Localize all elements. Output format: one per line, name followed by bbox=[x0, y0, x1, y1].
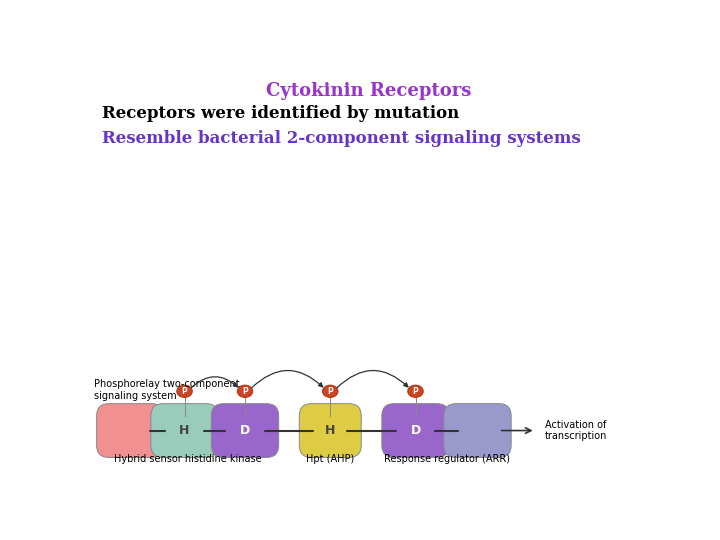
Text: Hybrid sensor histidine kinase: Hybrid sensor histidine kinase bbox=[114, 455, 261, 464]
FancyBboxPatch shape bbox=[151, 403, 218, 457]
FancyBboxPatch shape bbox=[96, 403, 164, 457]
Text: P: P bbox=[328, 387, 333, 396]
Text: D: D bbox=[240, 424, 250, 437]
FancyBboxPatch shape bbox=[444, 403, 511, 457]
FancyBboxPatch shape bbox=[300, 403, 361, 457]
Text: P: P bbox=[242, 387, 248, 396]
Ellipse shape bbox=[238, 385, 253, 397]
Text: P: P bbox=[413, 387, 418, 396]
Text: D: D bbox=[410, 424, 420, 437]
Ellipse shape bbox=[323, 385, 338, 397]
FancyBboxPatch shape bbox=[211, 403, 279, 457]
Text: H: H bbox=[325, 424, 336, 437]
Text: P: P bbox=[181, 387, 187, 396]
Text: Phosphorelay two-component
signaling system: Phosphorelay two-component signaling sys… bbox=[94, 379, 240, 401]
FancyArrowPatch shape bbox=[252, 370, 323, 388]
Text: H: H bbox=[179, 424, 190, 437]
Text: Resemble bacterial 2-component signaling systems: Resemble bacterial 2-component signaling… bbox=[102, 130, 580, 147]
Text: Activation of
transcription: Activation of transcription bbox=[545, 420, 607, 441]
Text: Hpt (AHP): Hpt (AHP) bbox=[306, 455, 354, 464]
Text: Receptors were identified by mutation: Receptors were identified by mutation bbox=[102, 105, 459, 122]
FancyArrowPatch shape bbox=[192, 377, 238, 388]
Ellipse shape bbox=[408, 385, 423, 397]
FancyBboxPatch shape bbox=[382, 403, 449, 457]
FancyArrowPatch shape bbox=[337, 370, 408, 388]
Text: Response regulator (ARR): Response regulator (ARR) bbox=[384, 455, 510, 464]
Ellipse shape bbox=[177, 385, 192, 397]
Text: Cytokinin Receptors: Cytokinin Receptors bbox=[266, 82, 472, 100]
